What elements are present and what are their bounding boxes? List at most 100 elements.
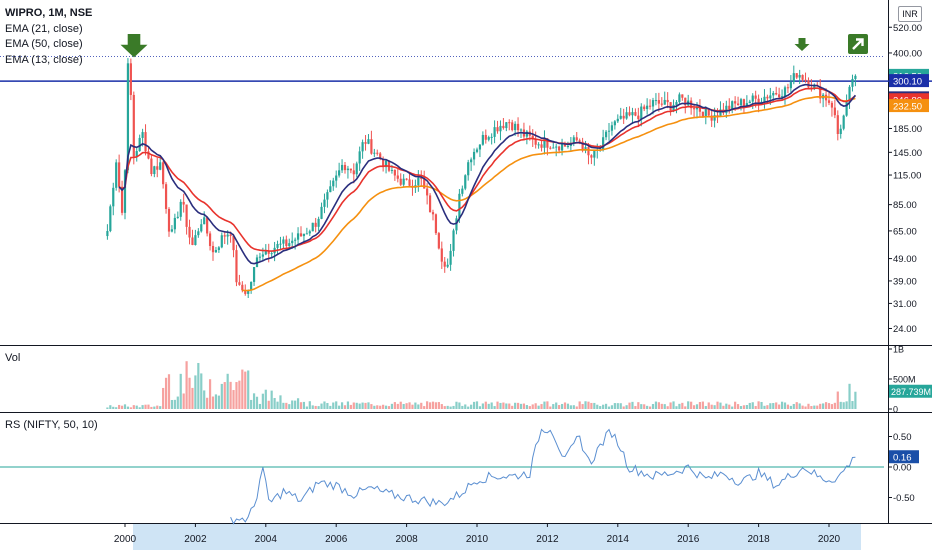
candle-body [731, 101, 734, 110]
price-tick-label: 520.00 [893, 23, 922, 34]
volume-bar [258, 403, 262, 409]
volume-bar [830, 404, 834, 409]
rs-pane-title[interactable]: RS (NIFTY, 50, 10) [5, 419, 98, 431]
legend-ema-50[interactable]: EMA (50, close) [5, 38, 83, 50]
volume-pane-title[interactable]: Vol [5, 352, 21, 364]
candle-body [299, 233, 303, 237]
volume-bar [816, 405, 819, 409]
price-tick-label: 185.00 [893, 124, 922, 135]
volume-bar [317, 406, 320, 409]
volume-bar [285, 402, 288, 409]
volume-bar [543, 401, 546, 409]
volume-tick-label: 0 [893, 405, 898, 415]
volume-bar [540, 404, 543, 409]
volume-bar [569, 405, 572, 409]
volume-bar [607, 406, 611, 409]
candle-body [147, 151, 150, 159]
volume-bar [716, 401, 719, 409]
volume-bar [270, 390, 273, 409]
candle-body [622, 115, 625, 119]
candle-body [156, 166, 159, 170]
candle-body [159, 162, 162, 170]
volume-bar [358, 403, 361, 409]
candle-body [654, 100, 658, 102]
volume-bar [754, 406, 757, 409]
candle-body [170, 229, 174, 232]
legend-ema-21[interactable]: EMA (21, close) [5, 22, 83, 35]
volume-bar [798, 403, 801, 409]
volume-bar [170, 399, 174, 409]
volume-bar [164, 377, 168, 409]
price-tag [889, 74, 929, 88]
volume-bar [156, 405, 159, 409]
candle-body [854, 75, 857, 79]
arrow-down-icon [794, 38, 810, 51]
volume-bar [698, 402, 702, 409]
candle-body [678, 94, 681, 103]
volume-bar [634, 406, 637, 409]
volume-bar [402, 403, 405, 409]
volume-bar [578, 401, 581, 409]
candle-body [572, 137, 575, 143]
volume-bar [235, 382, 238, 409]
candle-body [710, 115, 713, 121]
candle-body [531, 135, 534, 139]
volume-bar [252, 393, 256, 409]
volume-bar [299, 402, 303, 409]
volume-bar [824, 402, 828, 409]
legend-ema-13[interactable]: EMA (13, close) [5, 53, 83, 66]
volume-bar [326, 403, 329, 409]
volume-bar [763, 405, 766, 409]
volume-bar [203, 390, 206, 409]
volume-bar [531, 404, 534, 409]
volume-bar [159, 406, 162, 409]
candle-body [795, 73, 798, 78]
candle-body [508, 122, 511, 124]
candle-body [666, 99, 669, 103]
volume-bar [514, 402, 517, 409]
candle-body [167, 208, 171, 232]
candle-body [516, 123, 520, 131]
candle-body [801, 74, 804, 80]
symbol-title[interactable]: WIPRO, 1M, NSE [5, 7, 93, 19]
candle-body [261, 254, 264, 257]
volume-bar [672, 401, 675, 409]
time-range-highlight [133, 523, 861, 550]
volume-bar [692, 405, 696, 409]
volume-bar [431, 401, 435, 409]
volume-bar [537, 405, 540, 409]
volume-bar [593, 402, 596, 409]
candle-body [144, 132, 147, 152]
candle-body [188, 226, 191, 238]
volume-bar [467, 406, 470, 409]
candle-body [384, 160, 388, 168]
ema-13-line [118, 83, 857, 265]
volume-bar [308, 401, 311, 409]
candle-body [657, 100, 660, 104]
candle-body [426, 188, 429, 196]
candle-body [490, 136, 493, 138]
candle-body [804, 79, 807, 81]
candle-body [370, 139, 373, 154]
volume-bar [138, 407, 141, 409]
volume-bar [144, 404, 147, 409]
volume-bar [311, 405, 314, 409]
volume-bar [135, 405, 138, 409]
candle-body [481, 134, 484, 145]
currency-badge[interactable]: INR [898, 6, 922, 22]
volume-bar [214, 394, 218, 409]
volume-bar [191, 387, 194, 409]
candle-body [613, 121, 616, 126]
candle-body [566, 145, 570, 147]
candle-body [349, 168, 352, 171]
volume-bar [129, 407, 132, 409]
candle-body [484, 134, 487, 140]
volume-bar [167, 374, 171, 409]
candle-body [452, 230, 455, 251]
rs-tick-label: -0.50 [893, 493, 915, 504]
candle-body [748, 101, 751, 104]
volume-bar [461, 405, 464, 409]
price-tick-label: 400.00 [893, 48, 922, 59]
volume-bar [434, 402, 438, 409]
